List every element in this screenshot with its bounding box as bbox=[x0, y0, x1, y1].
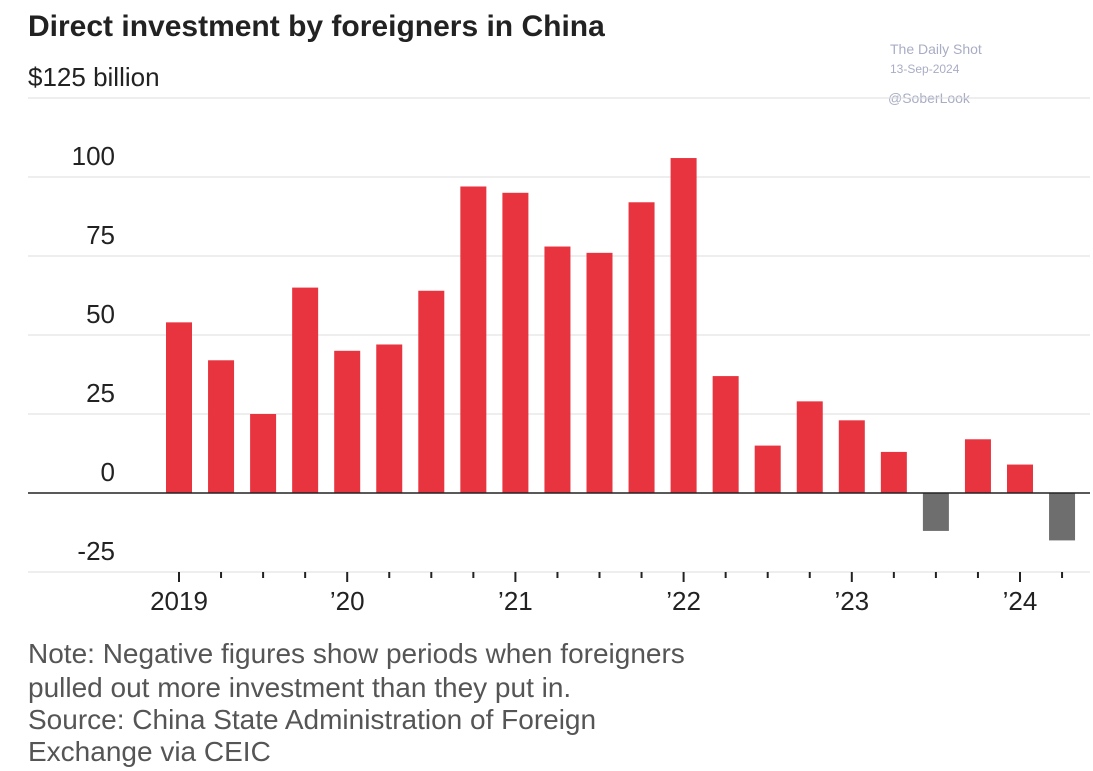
y-tick-label: 75 bbox=[86, 220, 115, 250]
x-tick-label: ’20 bbox=[330, 586, 365, 616]
bar bbox=[670, 158, 697, 494]
bar bbox=[208, 360, 235, 493]
x-tick-label: ’21 bbox=[498, 586, 533, 616]
bar bbox=[880, 451, 907, 493]
note: pulled out more investment than they put… bbox=[28, 672, 571, 703]
x-tick-label: ’23 bbox=[834, 586, 869, 616]
bar bbox=[838, 420, 865, 493]
x-tick-label: ’22 bbox=[666, 586, 701, 616]
bar bbox=[334, 350, 361, 493]
bar bbox=[922, 493, 949, 531]
watermark: The Daily Shot bbox=[890, 41, 982, 57]
bar bbox=[250, 414, 277, 493]
bar bbox=[796, 401, 823, 493]
bar bbox=[502, 192, 529, 494]
bar bbox=[754, 445, 781, 493]
watermark: 13-Sep-2024 bbox=[890, 62, 960, 76]
bar bbox=[586, 252, 613, 493]
bar bbox=[628, 202, 655, 493]
x-tick-label: 2019 bbox=[150, 586, 208, 616]
x-tick-label: ’24 bbox=[1003, 586, 1038, 616]
chart-title: Direct investment by foreigners in China bbox=[28, 10, 605, 43]
note: Source: China State Administration of Fo… bbox=[28, 704, 596, 735]
y-tick-label: -25 bbox=[77, 536, 115, 566]
note: Note: Negative figures show periods when… bbox=[28, 638, 685, 669]
bar bbox=[292, 287, 319, 493]
bar bbox=[1007, 464, 1033, 493]
bar bbox=[544, 246, 571, 493]
y-tick-label: 100 bbox=[72, 141, 115, 171]
bar bbox=[376, 344, 403, 493]
bar bbox=[712, 376, 739, 493]
y-tick-label: 25 bbox=[86, 378, 115, 408]
bar bbox=[460, 186, 487, 494]
bar bbox=[166, 322, 192, 493]
y-tick-label: 0 bbox=[101, 457, 115, 487]
note: Exchange via CEIC bbox=[28, 736, 271, 767]
bar bbox=[964, 439, 991, 493]
y-tick-label: $125 billion bbox=[28, 62, 160, 92]
bar bbox=[418, 290, 445, 493]
y-tick-label: 50 bbox=[86, 299, 115, 329]
bar bbox=[1049, 493, 1076, 541]
